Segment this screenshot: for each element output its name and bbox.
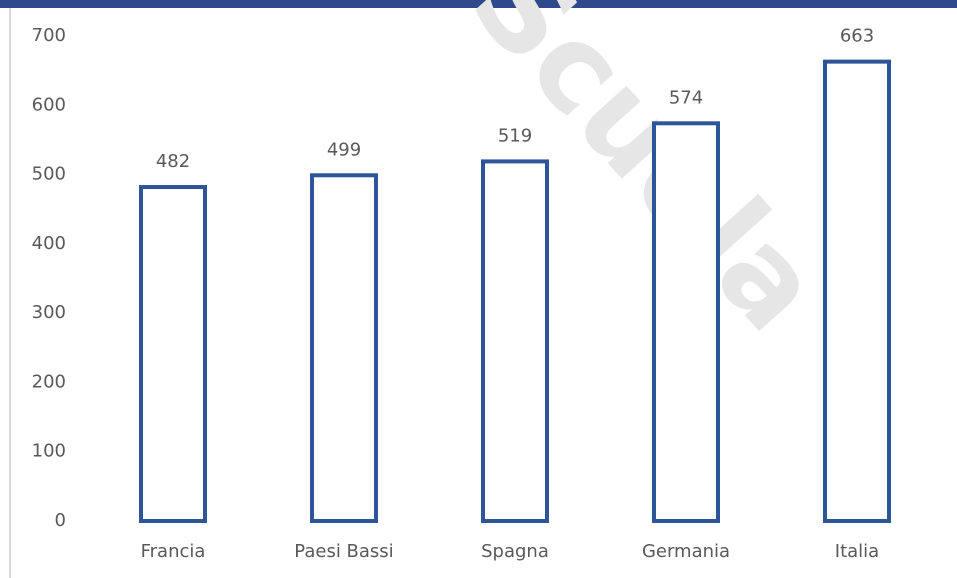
bar: [652, 121, 720, 524]
y-tick-label: 400: [32, 233, 66, 254]
value-label: 482: [156, 151, 190, 172]
bar: [823, 59, 891, 524]
value-label: 663: [840, 26, 874, 47]
y-tick-label: 300: [32, 302, 66, 323]
y-tick-label: 200: [32, 371, 66, 392]
x-tick-label: Spagna: [481, 541, 549, 562]
y-tick-label: 700: [32, 25, 66, 46]
y-tick-label: 0: [55, 510, 66, 531]
top-bar: [0, 0, 957, 8]
bar: [139, 185, 207, 524]
y-tick-label: 500: [32, 164, 66, 185]
x-tick-label: Italia: [835, 541, 879, 562]
value-label: 574: [669, 87, 703, 108]
x-tick-label: Germania: [642, 541, 730, 562]
x-tick-label: Francia: [141, 541, 206, 562]
value-label: 499: [327, 139, 361, 160]
y-tick-label: 100: [32, 441, 66, 462]
x-tick-label: Paesi Bassi: [294, 541, 393, 562]
y-tick-label: 600: [32, 94, 66, 115]
value-label: 519: [498, 125, 532, 146]
bar: [481, 159, 549, 524]
bar: [310, 173, 378, 523]
